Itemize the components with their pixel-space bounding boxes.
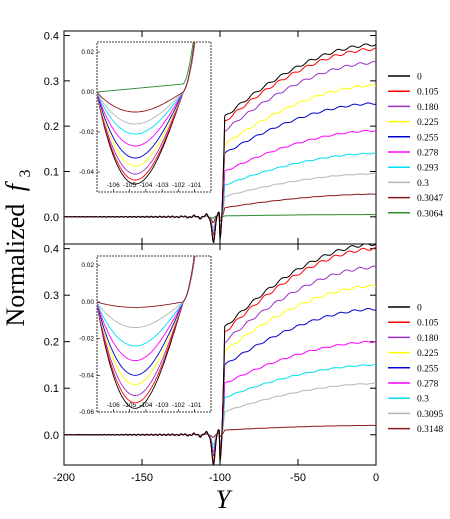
legend-label: 0.105	[417, 88, 439, 98]
y-tick-label: 0.1	[44, 166, 59, 178]
x-tick-label: -50	[290, 472, 306, 484]
y-tick-label: 0.4	[44, 244, 59, 256]
inset-x-tick-label: -104	[139, 182, 152, 189]
inset-series-0_3047	[97, 42, 195, 113]
y-tick-label: 0.1	[44, 383, 59, 395]
inset-series-0_3064	[97, 42, 194, 93]
y-tick-label: 0.3	[44, 76, 59, 88]
series-line-0	[64, 244, 376, 465]
inset-y-tick-label: -0.04	[79, 372, 94, 379]
legend-label: 0.3	[417, 395, 429, 405]
legend-label: 0	[417, 304, 422, 314]
x-tick-label: -200	[53, 472, 75, 484]
y-tick-label: 0.4	[44, 31, 59, 43]
x-tick-label: 0	[373, 472, 379, 484]
inset-frame	[96, 41, 212, 193]
inset-x-tick-label: -102	[172, 182, 185, 189]
inset-y-tick-label: -0.02	[79, 336, 94, 343]
legend: 0 0.105 0.180 0.225 0.255 0.278 0.293 0.3 0.3047…	[388, 73, 443, 219]
inset-x-tick-label: -106	[107, 182, 120, 189]
inset-plot: 0.02 0.00 -0.02 -0.04 -106 -105 -104 -103 -102 -1…	[79, 41, 212, 193]
legend-label: 0.3064	[417, 209, 443, 219]
inset-y-tick-label: 0.02	[81, 49, 94, 56]
legend-label: 0.278	[417, 149, 439, 159]
x-tick-label: -100	[209, 472, 231, 484]
y-tick-label: 0.0	[44, 212, 59, 224]
series-lines	[64, 43, 376, 244]
inset-y-tick-label: -0.04	[79, 169, 94, 176]
legend-label: 0.3148	[417, 425, 443, 435]
inset-x-tick-label: -105	[123, 402, 136, 409]
inset-plot: 0.020.00-0.02-0.04-0.06-106 -105 -104 -103-…	[79, 255, 212, 416]
inset-y-tick-label: -0.06	[79, 409, 94, 416]
inset-x-tick-label: -103	[156, 402, 169, 409]
inset-x-tick-label: -101	[188, 402, 201, 409]
inset-y-tick-label: -0.02	[79, 129, 94, 136]
legend-label: 0.255	[417, 364, 439, 374]
y-tick-label: 0.3	[44, 290, 59, 302]
legend: 0 0.105 0.180 0.225 0.255 0.278 0.3 0.3095 0.314…	[388, 304, 443, 435]
legend-label: 0.3	[417, 179, 429, 189]
legend-label: 0.278	[417, 380, 439, 390]
inset-y-tick-label: 0.00	[81, 299, 94, 306]
y-axis-title-symbol: f	[1, 180, 30, 191]
legend-label: 0.180	[417, 334, 439, 344]
inset-y-tick-label: 0.02	[81, 262, 94, 269]
inset-x-tick-label: -106	[107, 402, 120, 409]
x-axis-title: Y	[216, 485, 233, 514]
legend-label: 0.180	[417, 103, 439, 113]
y-tick-label: 0.0	[44, 430, 59, 442]
inset-x-tick-label: -105	[123, 182, 136, 189]
inset-x-tick-label: -102	[172, 402, 185, 409]
inset-x-tick-label: -104	[139, 402, 152, 409]
chart-panel-bottom: 0.0 0.1 0.2 0.3 0.4 -200 -150 -100 -50 0 0.02 0.00 -…	[44, 243, 443, 484]
inset-x-tick-label: -103	[156, 182, 169, 189]
legend-label: 0.3095	[417, 410, 443, 420]
legend-label: 0.255	[417, 133, 439, 143]
y-tick-label: 0.2	[44, 337, 59, 349]
legend-label: 0.105	[417, 319, 439, 329]
y-axis-title: Normalized f 3	[1, 170, 34, 327]
inset-y-tick-label: 0.00	[81, 89, 94, 96]
y-axis-title-text: Normalized	[1, 204, 30, 327]
y-tick-label: 0.2	[44, 121, 59, 133]
legend-label: 0.293	[417, 164, 439, 174]
legend-label: 0.225	[417, 349, 439, 359]
series-lines	[64, 244, 376, 465]
inset-series-lines	[97, 256, 196, 409]
inset-series-0_3148	[97, 256, 195, 308]
chart-panel-top: 0.00.10.20.30.40.020.00-0.02-0.04-106 -10…	[44, 30, 443, 245]
x-tick-label: -150	[131, 472, 153, 484]
inset-frame	[96, 255, 212, 413]
legend-label: 0	[417, 73, 422, 83]
chart-panels: 0.00.10.20.30.40.020.00-0.02-0.04-106 -10…	[44, 30, 443, 484]
y-axis-title-subscript: 3	[17, 170, 34, 178]
inset-x-tick-label: -101	[188, 182, 201, 189]
legend-label: 0.3047	[417, 194, 443, 204]
inset-series-lines	[97, 42, 196, 185]
series-line-0	[64, 43, 376, 244]
series-line-0_3047	[64, 193, 376, 224]
legend-label: 0.225	[417, 118, 439, 128]
